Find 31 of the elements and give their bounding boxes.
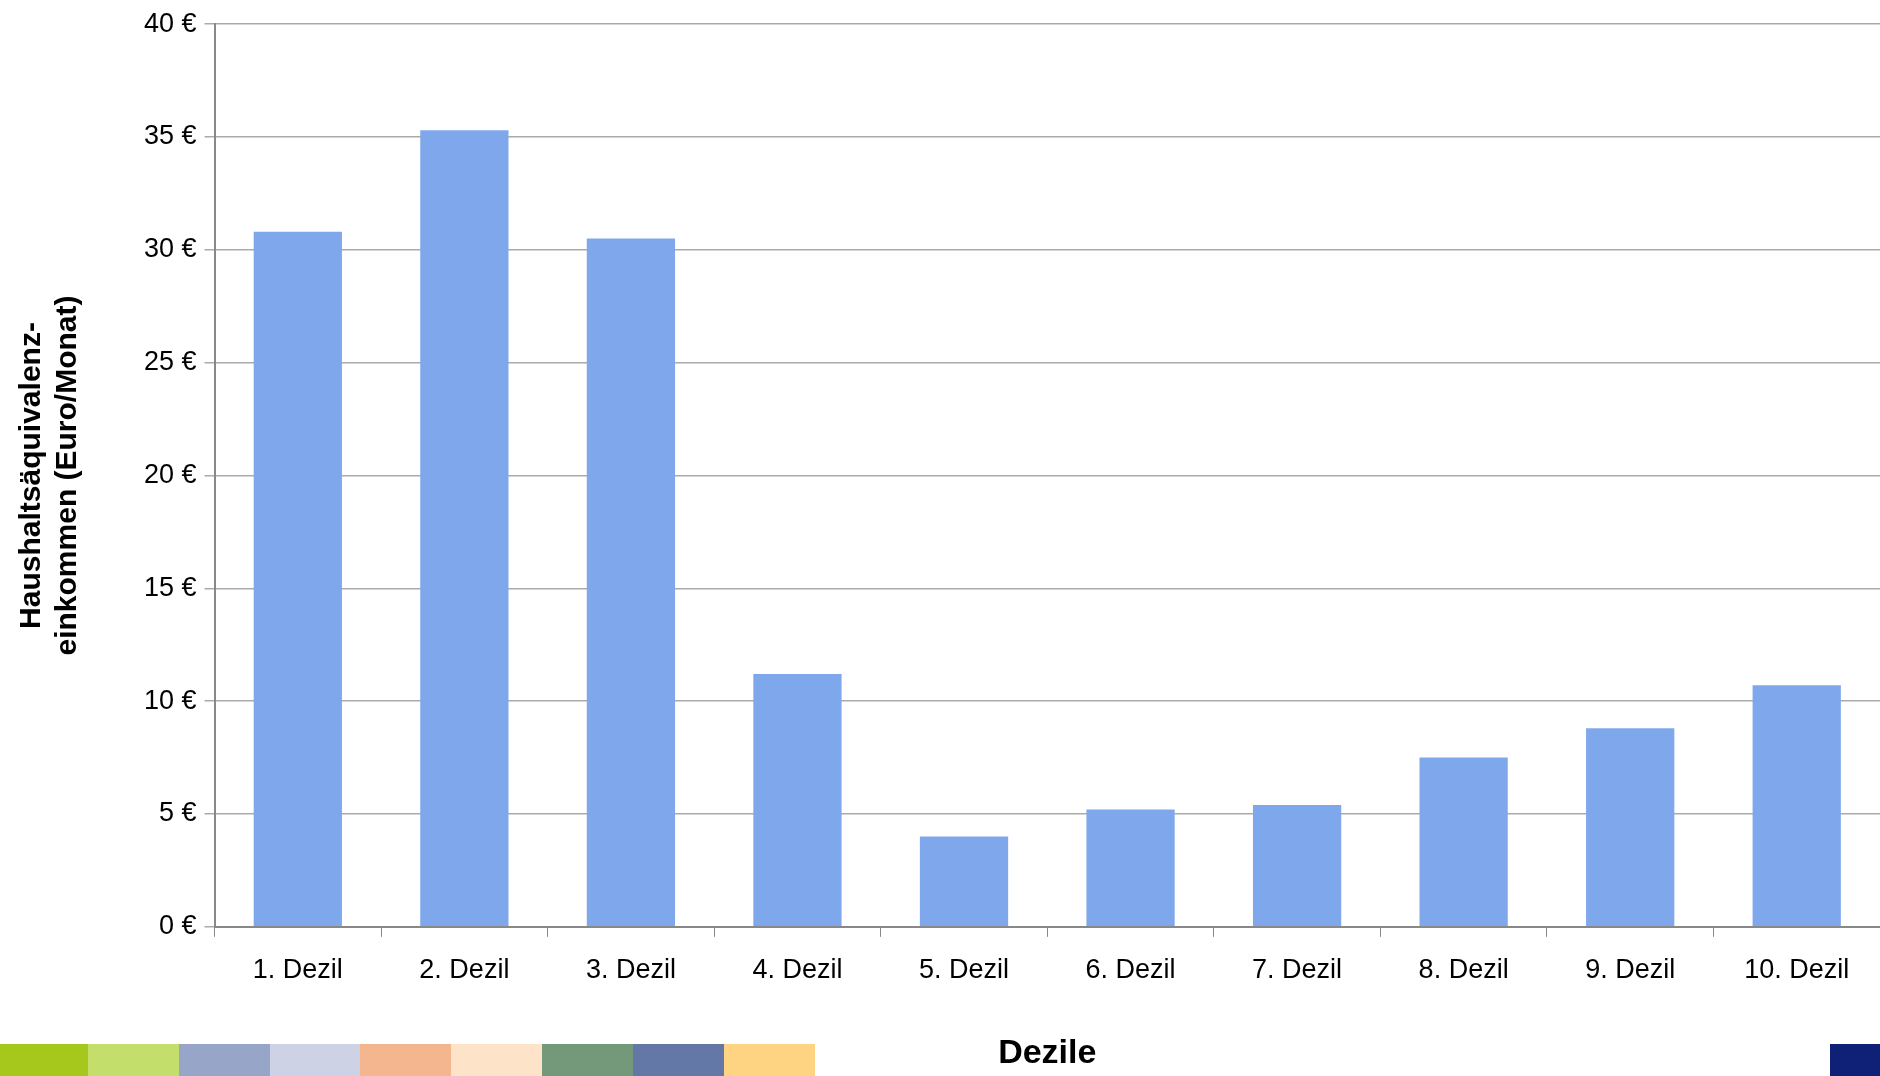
y-tick-label: 35 €	[143, 120, 197, 151]
bar	[1586, 728, 1675, 927]
bar	[1252, 804, 1342, 927]
bar	[586, 238, 676, 927]
x-tick-label: 6. Dezil	[1085, 954, 1176, 985]
y-tick-label: 10 €	[143, 684, 197, 715]
x-tick-label: 7. Dezil	[1252, 954, 1343, 985]
y-tick-label: 40 €	[143, 7, 197, 38]
bar	[753, 674, 842, 927]
bar	[919, 836, 1009, 927]
bar	[253, 231, 342, 927]
x-tick-label: 10. Dezil	[1744, 954, 1850, 985]
y-tick-label: 5 €	[159, 797, 197, 828]
x-tick-label: 5. Dezil	[918, 954, 1010, 985]
x-tick-label: 2. Dezil	[419, 954, 510, 985]
y-tick-label: 30 €	[143, 233, 197, 264]
y-tick-label: 25 €	[143, 346, 197, 377]
x-tick-label: 3. Dezil	[585, 954, 676, 985]
bar	[1419, 757, 1508, 927]
y-tick-label: 15 €	[143, 571, 197, 602]
bar	[1752, 685, 1841, 927]
x-tick-label: 4. Dezil	[752, 954, 843, 985]
y-tick-label: 20 €	[143, 458, 197, 489]
bar	[420, 130, 509, 927]
x-tick-label: 8. Dezil	[1418, 954, 1509, 985]
x-tick-label: 9. Dezil	[1585, 954, 1676, 985]
x-axis-title: Dezile	[998, 1031, 1097, 1070]
x-tick-label: 1. Dezil	[252, 954, 343, 985]
bar	[1086, 809, 1175, 927]
y-tick-label: 0 €	[159, 910, 197, 941]
y-axis-title: Haushaltsäquivalenz- einkommen (Euro/Monat)	[13, 295, 83, 656]
